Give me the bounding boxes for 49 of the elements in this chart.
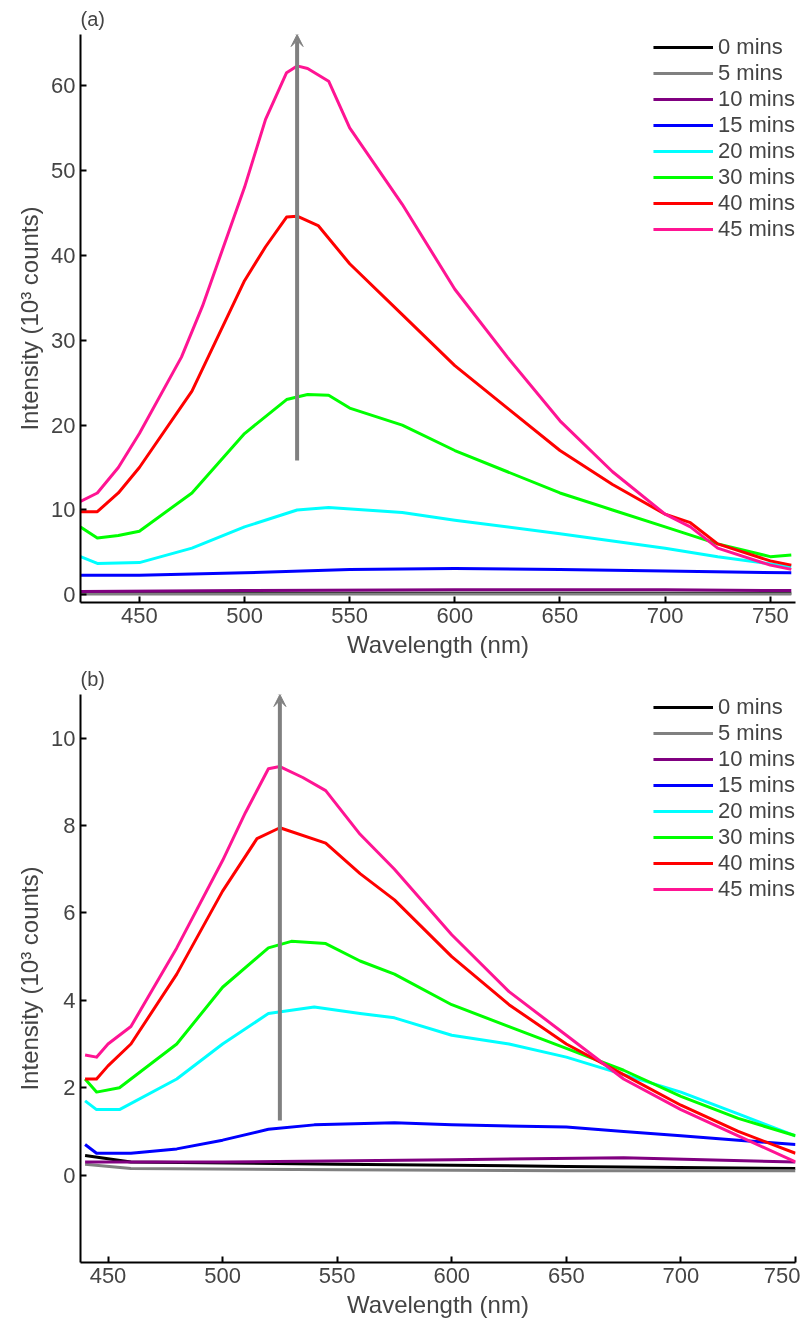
legend-label: 30 mins (717, 824, 795, 850)
y-tick-label: 0 (63, 582, 76, 608)
legend-label: 5 mins (717, 60, 783, 86)
x-tick-label: 700 (646, 602, 684, 628)
legend-label: 30 mins (717, 164, 795, 190)
legend-label: 40 mins (717, 850, 795, 876)
y-tick-label: 0 (63, 1162, 76, 1188)
x-tick-label: 450 (121, 602, 158, 628)
y-tick-label: 40 (51, 242, 76, 268)
legend-label: 10 mins (717, 746, 795, 772)
y-axis-title: Intensity (10³ counts) (16, 866, 44, 1091)
legend-label: 40 mins (717, 190, 795, 216)
x-axis-title: Wavelength (nm) (347, 630, 529, 658)
y-tick-label: 20 (51, 412, 76, 438)
legend-label: 0 mins (717, 34, 783, 60)
y-tick-label: 60 (51, 72, 76, 98)
x-tick-label: 550 (331, 602, 369, 628)
y-tick-label: 30 (51, 327, 76, 353)
x-tick-label: 500 (204, 1262, 241, 1288)
y-tick-label: 6 (63, 900, 76, 926)
x-tick-label: 700 (662, 1262, 700, 1288)
x-axis-title: Wavelength (nm) (347, 1290, 529, 1318)
x-tick-label: 600 (433, 1262, 471, 1288)
chart-title: (b) (80, 667, 105, 690)
legend-label: 15 mins (717, 772, 795, 798)
x-tick-label: 450 (89, 1262, 127, 1288)
legend-label: 20 mins (717, 798, 795, 824)
y-axis-title: Intensity (10³ counts) (16, 206, 44, 431)
legend-label: 45 mins (717, 216, 795, 242)
legend-label: 20 mins (717, 138, 795, 164)
x-tick-label: 500 (226, 602, 263, 628)
x-tick-label: 550 (318, 1262, 356, 1288)
y-tick-label: 50 (51, 157, 76, 183)
x-tick-label: 650 (541, 602, 579, 628)
y-tick-label: 4 (63, 987, 76, 1013)
y-tick-label: 10 (51, 497, 76, 523)
chart-title: (a) (80, 7, 105, 30)
x-tick-label: 750 (751, 602, 789, 628)
legend-label: 10 mins (717, 86, 795, 112)
x-tick-label: 650 (547, 1262, 585, 1288)
y-tick-label: 8 (63, 813, 76, 839)
legend-label: 0 mins (717, 694, 783, 720)
legend-label: 15 mins (717, 112, 795, 138)
x-tick-label: 600 (436, 602, 474, 628)
legend-label: 45 mins (717, 876, 795, 902)
y-tick-label: 10 (51, 725, 76, 751)
x-tick-label: 750 (763, 1262, 801, 1288)
legend-label: 5 mins (717, 720, 783, 746)
y-tick-label: 2 (63, 1075, 76, 1101)
